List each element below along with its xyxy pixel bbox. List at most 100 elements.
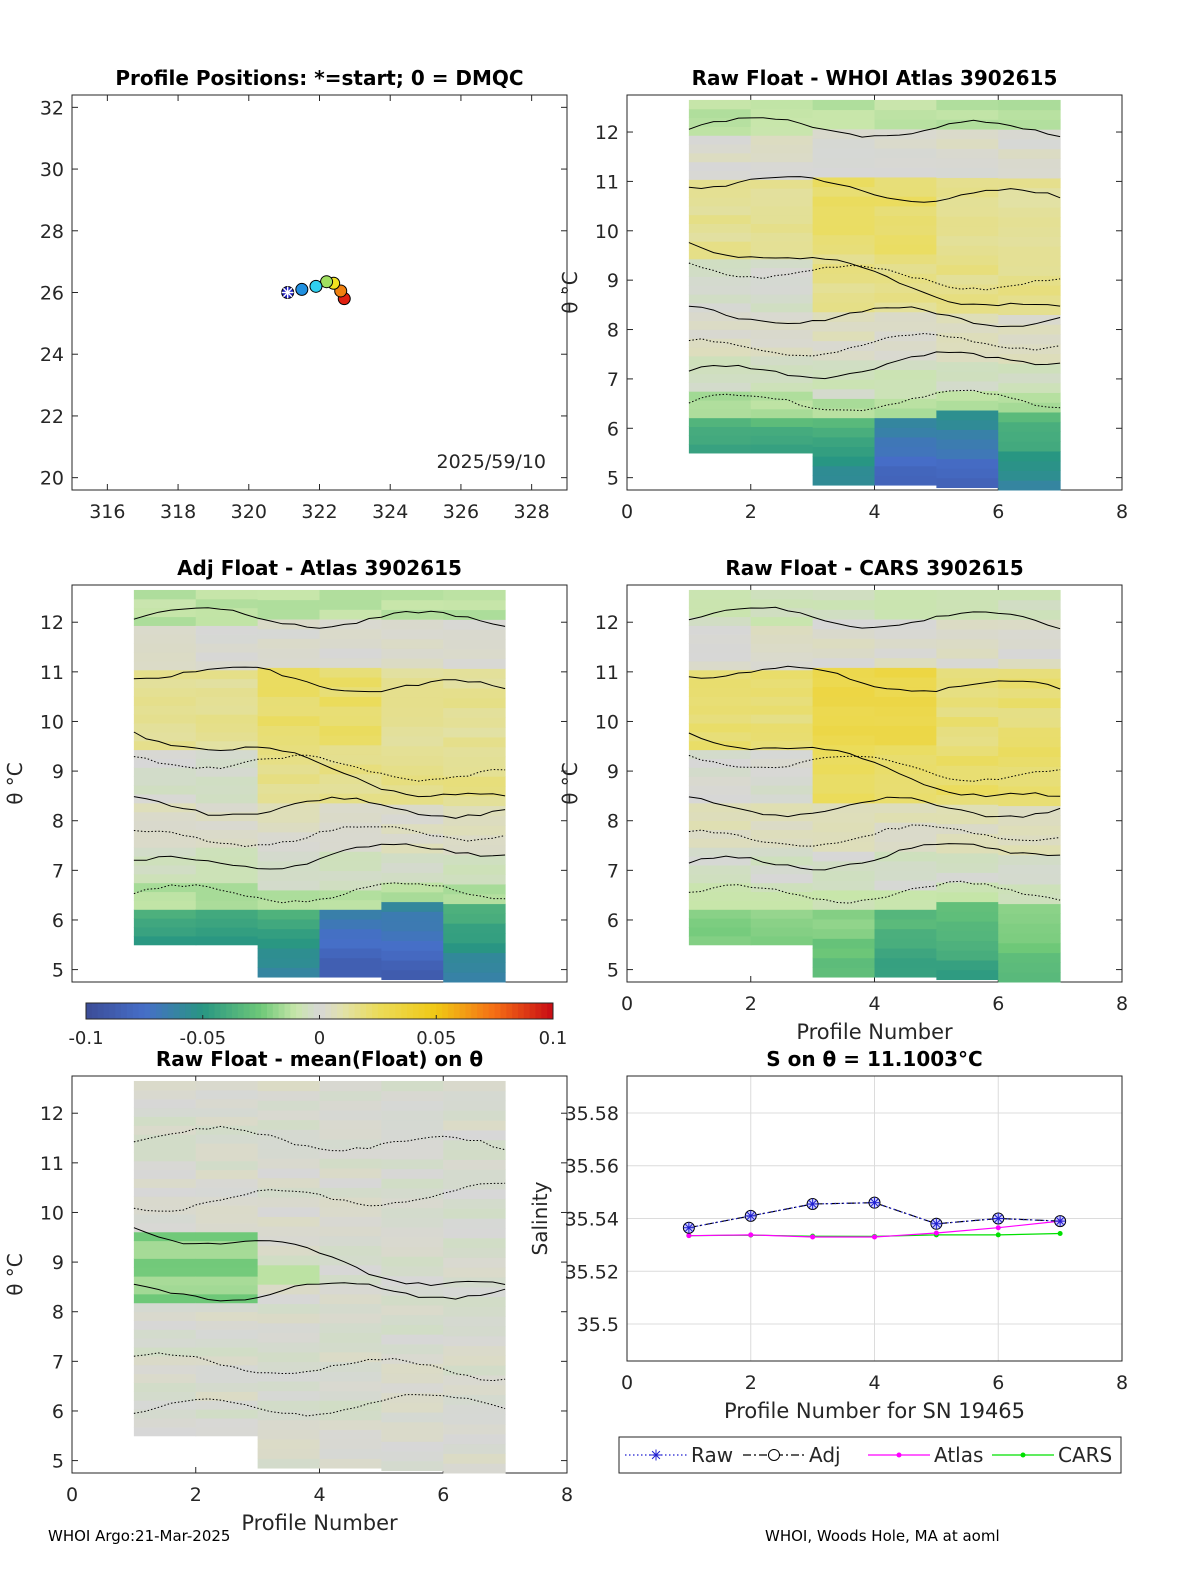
- heatmap-cell: [257, 754, 320, 765]
- heatmap-cell: [750, 258, 814, 269]
- y-tick-label: 12: [595, 122, 619, 144]
- y-tick-label: 12: [595, 612, 619, 634]
- heatmap-cell: [381, 960, 444, 971]
- heatmap-cell: [812, 186, 875, 197]
- y-tick-label: 24: [40, 344, 64, 366]
- heatmap-cell: [195, 918, 259, 928]
- heatmap-cell: [381, 833, 444, 844]
- heatmap-cell: [133, 669, 197, 680]
- heatmap-cell: [195, 864, 259, 875]
- heatmap-cell: [874, 311, 937, 322]
- heatmap-cell: [381, 1334, 444, 1345]
- heatmap-cell: [688, 873, 752, 884]
- colorbar-cell: [337, 1003, 344, 1019]
- heatmap-cell: [812, 138, 875, 149]
- heatmap-cell: [750, 294, 814, 304]
- heatmap-cell: [195, 1222, 259, 1233]
- heatmap-cell: [936, 293, 999, 304]
- heatmap-cell: [998, 177, 1061, 189]
- y-axis-label: Salinity: [528, 1181, 552, 1255]
- heatmap-cell: [133, 918, 197, 928]
- heatmap-cell: [319, 1390, 382, 1401]
- heatmap-cells: [688, 589, 1061, 983]
- x-tick-label: 316: [89, 501, 125, 523]
- heatmap-cell: [133, 1426, 197, 1437]
- heatmap-cell: [998, 658, 1061, 669]
- colorbar-cell: [547, 1003, 554, 1019]
- y-tick-label: 8: [52, 811, 64, 833]
- heatmap-cell: [750, 714, 814, 724]
- heatmap-cell: [443, 962, 506, 973]
- heatmap-cell: [812, 475, 875, 486]
- heatmap-cell: [688, 731, 752, 742]
- heatmap-cell: [195, 873, 259, 884]
- heatmap-cell: [750, 616, 814, 626]
- heatmap-cell: [812, 918, 875, 930]
- heatmap-cell: [443, 1306, 506, 1317]
- heatmap-cell: [998, 411, 1061, 423]
- heatmap-cell: [133, 660, 197, 671]
- heatmap-cell: [195, 589, 259, 600]
- heatmap-cell: [195, 829, 259, 839]
- heatmap-cell: [874, 686, 937, 697]
- heatmap-cell: [195, 1426, 259, 1437]
- heatmap-cell: [133, 598, 197, 609]
- heatmap-cell: [319, 1148, 382, 1159]
- contour-line: [688, 665, 1061, 693]
- heatmap-cell: [257, 889, 320, 901]
- heatmap-cell: [257, 667, 320, 678]
- heatmap-cell: [812, 148, 875, 159]
- heatmap-cell: [998, 844, 1061, 856]
- heatmap-cell: [133, 714, 197, 724]
- heatmap-cell: [257, 735, 320, 746]
- heatmap-cell: [195, 758, 259, 768]
- heatmap-cell: [874, 196, 937, 207]
- heatmap-cell: [257, 1458, 320, 1469]
- heatmap-cell: [257, 1119, 320, 1130]
- colorbar-cell: [383, 1003, 391, 1019]
- heatmap-cell: [319, 948, 382, 959]
- contour-line: [133, 1282, 506, 1302]
- heatmap-cell: [998, 460, 1061, 471]
- raw-marker-star: [1055, 1216, 1065, 1226]
- y-tick-label: 35.52: [565, 1261, 619, 1283]
- heatmap-cell: [133, 927, 197, 937]
- heatmap-cell: [874, 677, 937, 688]
- heatmap-cell: [195, 891, 259, 901]
- heatmap-cell: [319, 1361, 382, 1372]
- heatmap-cell: [195, 811, 259, 822]
- heatmap-cell: [195, 1205, 259, 1215]
- colorbar-cell: [424, 1003, 431, 1019]
- heatmap-cell: [812, 302, 875, 313]
- heatmap-cell: [257, 599, 320, 610]
- heatmap-cell: [133, 891, 197, 901]
- colorbar-cell: [237, 1003, 245, 1019]
- heatmap-cell: [319, 589, 382, 601]
- heatmap-cell: [319, 1429, 382, 1440]
- heatmap-cell: [688, 811, 752, 822]
- heatmap-cell: [998, 756, 1061, 767]
- heatmap-cell: [381, 1421, 444, 1433]
- heatmap-cell: [381, 911, 444, 922]
- heatmap-cell: [381, 1178, 444, 1189]
- heatmap-cell: [874, 802, 937, 814]
- heatmap-cell: [688, 793, 752, 804]
- heatmap-cell: [688, 696, 752, 706]
- heatmap-cell: [936, 794, 999, 805]
- heatmap-cell: [319, 928, 382, 939]
- heatmap-cell: [133, 1418, 197, 1428]
- legend-swatch-marker: [1020, 1452, 1026, 1458]
- heatmap-cell: [195, 669, 259, 680]
- heatmap-cell: [998, 619, 1061, 630]
- y-tick-label: 7: [607, 369, 619, 391]
- colorbar-tick-label: -0.05: [179, 1028, 226, 1049]
- heatmap-cell: [319, 880, 382, 891]
- heatmap-cell: [381, 726, 444, 737]
- heatmap-cell: [257, 686, 320, 697]
- heatmap-cell: [133, 1134, 197, 1144]
- heatmap-cell: [133, 1098, 197, 1109]
- heatmap-cell: [257, 1206, 320, 1217]
- heatmap-cell: [750, 873, 814, 884]
- heatmap-cell: [936, 284, 999, 295]
- heatmap-cell: [195, 1196, 259, 1206]
